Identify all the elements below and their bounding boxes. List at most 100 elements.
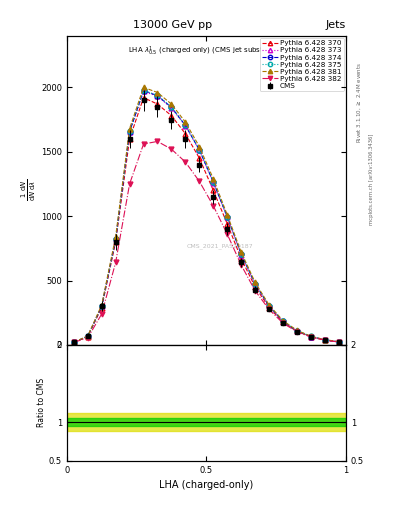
Pythia 6.428 373 (141, 88, 146, 94)
Pythia 6.428 375 (267, 303, 272, 309)
Pythia 6.428 373 (99, 303, 104, 309)
Pythia 6.428 374 (72, 339, 76, 346)
Pythia 6.428 382 (113, 260, 118, 266)
Text: Rivet 3.1.10, $\geq$ 2.4M events: Rivet 3.1.10, $\geq$ 2.4M events (356, 62, 364, 143)
Text: CMS_2021_PAS20187: CMS_2021_PAS20187 (187, 243, 253, 249)
Pythia 6.428 375 (155, 92, 160, 98)
Pythia 6.428 373 (211, 180, 216, 186)
Pythia 6.428 375 (295, 328, 299, 334)
Pythia 6.428 381 (225, 212, 230, 218)
Text: mcplots.cern.ch [arXiv:1306.3436]: mcplots.cern.ch [arXiv:1306.3436] (369, 134, 374, 225)
Pythia 6.428 370 (225, 221, 230, 227)
Text: LHA $\lambda^1_{0.5}$ (charged only) (CMS jet substructure): LHA $\lambda^1_{0.5}$ (charged only) (CM… (128, 45, 292, 58)
Pythia 6.428 381 (72, 339, 76, 346)
Pythia 6.428 382 (309, 334, 313, 340)
Pythia 6.428 375 (225, 214, 230, 220)
Pythia 6.428 381 (113, 233, 118, 240)
Pythia 6.428 382 (211, 203, 216, 209)
Pythia 6.428 382 (169, 146, 174, 152)
Pythia 6.428 381 (309, 333, 313, 339)
Pythia 6.428 370 (197, 155, 202, 161)
Pythia 6.428 370 (72, 339, 76, 346)
Pythia 6.428 373 (323, 337, 327, 343)
Pythia 6.428 381 (295, 327, 299, 333)
Pythia 6.428 381 (211, 176, 216, 182)
Pythia 6.428 382 (239, 262, 244, 268)
Pythia 6.428 374 (113, 236, 118, 242)
Pythia 6.428 374 (141, 88, 146, 94)
Pythia 6.428 370 (336, 339, 341, 345)
Text: Jets: Jets (325, 19, 346, 30)
Pythia 6.428 382 (155, 138, 160, 144)
Pythia 6.428 374 (309, 333, 313, 339)
Pythia 6.428 382 (225, 231, 230, 237)
Pythia 6.428 370 (183, 131, 188, 137)
Pythia 6.428 374 (99, 303, 104, 309)
Pythia 6.428 373 (295, 328, 299, 334)
Pythia 6.428 381 (127, 125, 132, 132)
Pythia 6.428 373 (113, 236, 118, 242)
Pythia 6.428 373 (127, 130, 132, 136)
Pythia 6.428 374 (127, 129, 132, 135)
Pythia 6.428 381 (155, 90, 160, 96)
Pythia 6.428 375 (169, 104, 174, 110)
Bar (67, 413, 346, 432)
Pythia 6.428 382 (99, 311, 104, 317)
Line: Pythia 6.428 374: Pythia 6.428 374 (72, 88, 341, 345)
Pythia 6.428 382 (253, 288, 257, 294)
Pythia 6.428 374 (211, 179, 216, 185)
Pythia 6.428 370 (169, 113, 174, 119)
Line: Pythia 6.428 375: Pythia 6.428 375 (72, 88, 341, 345)
Pythia 6.428 375 (99, 303, 104, 309)
Pythia 6.428 382 (183, 159, 188, 165)
Pythia 6.428 375 (239, 251, 244, 257)
Pythia 6.428 382 (336, 339, 341, 345)
Pythia 6.428 373 (281, 318, 285, 325)
Pythia 6.428 374 (155, 93, 160, 99)
Pythia 6.428 382 (323, 337, 327, 343)
Pythia 6.428 370 (85, 333, 90, 339)
Pythia 6.428 373 (239, 252, 244, 258)
Pythia 6.428 370 (267, 305, 272, 311)
Pythia 6.428 381 (183, 119, 188, 125)
Pythia 6.428 381 (239, 249, 244, 255)
Pythia 6.428 381 (197, 143, 202, 150)
Pythia 6.428 370 (99, 305, 104, 311)
Pythia 6.428 382 (85, 335, 90, 341)
Pythia 6.428 374 (253, 281, 257, 287)
Pythia 6.428 373 (169, 105, 174, 111)
X-axis label: LHA (charged-only): LHA (charged-only) (159, 480, 253, 490)
Pythia 6.428 370 (211, 187, 216, 194)
Pythia 6.428 381 (169, 101, 174, 107)
Pythia 6.428 381 (99, 302, 104, 308)
Pythia 6.428 370 (113, 239, 118, 245)
Line: Pythia 6.428 382: Pythia 6.428 382 (72, 139, 341, 345)
Pythia 6.428 375 (141, 87, 146, 93)
Pythia 6.428 370 (155, 101, 160, 107)
Pythia 6.428 370 (253, 284, 257, 290)
Line: Pythia 6.428 370: Pythia 6.428 370 (72, 95, 341, 345)
Line: Pythia 6.428 381: Pythia 6.428 381 (72, 85, 341, 345)
Pythia 6.428 382 (72, 339, 76, 346)
Pythia 6.428 373 (267, 303, 272, 309)
Pythia 6.428 374 (169, 104, 174, 111)
Pythia 6.428 373 (183, 123, 188, 129)
Pythia 6.428 374 (295, 328, 299, 334)
Pythia 6.428 375 (323, 337, 327, 343)
Pythia 6.428 373 (85, 333, 90, 339)
Pythia 6.428 373 (197, 147, 202, 154)
Pythia 6.428 381 (85, 333, 90, 339)
Pythia 6.428 374 (85, 333, 90, 339)
Pythia 6.428 381 (141, 84, 146, 91)
Pythia 6.428 370 (127, 136, 132, 142)
Pythia 6.428 373 (72, 339, 76, 346)
Pythia 6.428 382 (141, 141, 146, 147)
Pythia 6.428 373 (336, 339, 341, 345)
Bar (67, 418, 346, 426)
Pythia 6.428 374 (281, 318, 285, 325)
Pythia 6.428 370 (309, 334, 313, 340)
Pythia 6.428 374 (336, 339, 341, 345)
Pythia 6.428 370 (281, 319, 285, 326)
Pythia 6.428 375 (183, 122, 188, 128)
Pythia 6.428 381 (253, 280, 257, 286)
